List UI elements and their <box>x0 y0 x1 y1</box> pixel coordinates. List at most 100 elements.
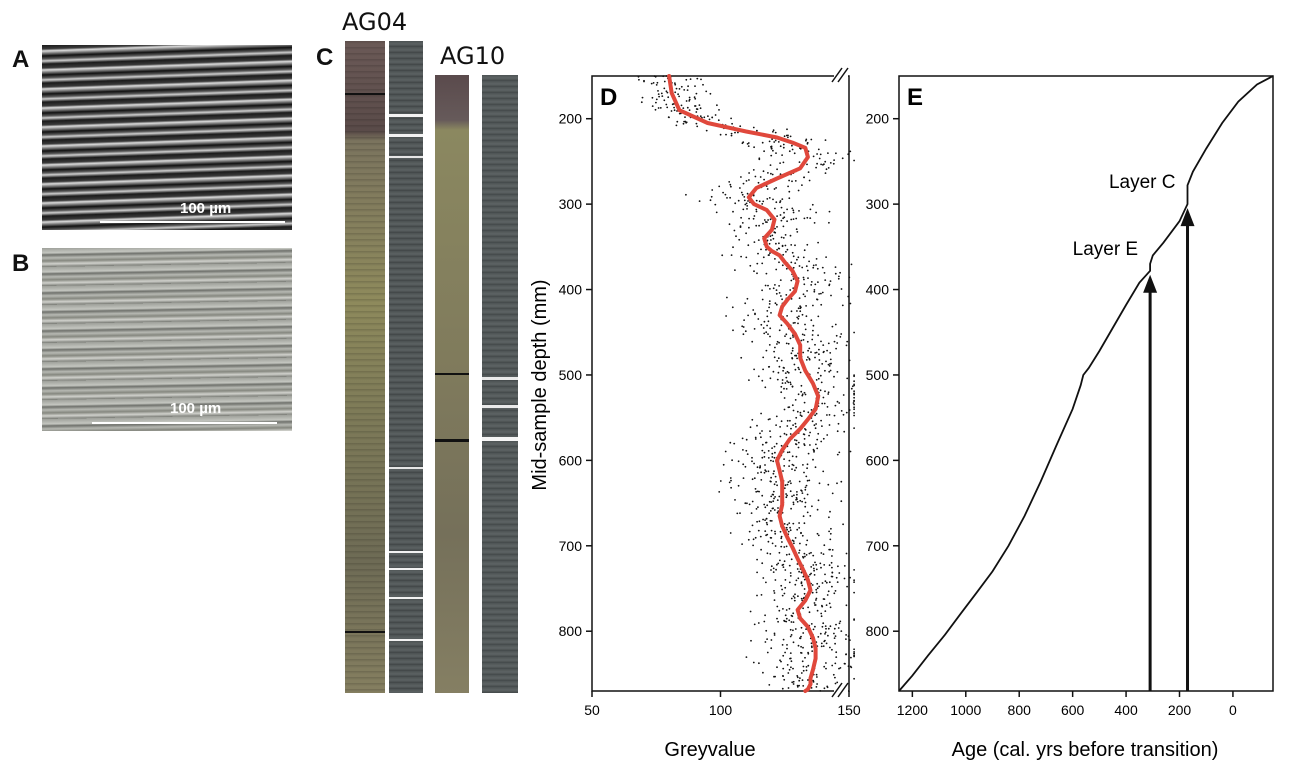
scatter-point <box>813 574 816 576</box>
scatter-point <box>739 187 741 189</box>
scatter-point <box>845 653 847 656</box>
scatter-point <box>772 507 774 510</box>
scatter-point <box>794 354 796 357</box>
scatter-point <box>756 490 759 493</box>
scatter-point <box>770 147 773 150</box>
scatter-point <box>778 329 781 332</box>
scatter-point <box>768 140 771 143</box>
scatter-point <box>820 552 823 554</box>
scatter-point <box>829 162 832 164</box>
scatter-point <box>825 581 828 584</box>
scatter-point <box>796 410 799 413</box>
scatter-point <box>724 193 727 196</box>
scatter-point <box>812 264 815 267</box>
scatter-point <box>793 599 796 602</box>
scatter-point <box>817 315 820 318</box>
scatter-point <box>810 409 813 411</box>
scatter-point <box>807 606 809 609</box>
scatter-point <box>834 635 837 637</box>
scatter-point <box>796 493 798 496</box>
scatter-point <box>819 153 822 156</box>
scatter-point <box>638 78 640 81</box>
scatter-point <box>806 463 809 466</box>
scatter-point <box>784 335 786 337</box>
scatter-point <box>799 310 802 313</box>
scatter-point <box>774 139 777 142</box>
scatter-point <box>831 566 833 569</box>
scatter-point <box>828 365 831 367</box>
scatter-point <box>829 606 832 609</box>
scatter-point <box>772 370 775 373</box>
scatter-point <box>835 656 838 658</box>
scatter-point <box>762 368 764 371</box>
scatter-point <box>830 527 832 530</box>
scatter-point <box>819 562 822 565</box>
scatter-point <box>774 530 776 533</box>
scatter-point <box>814 427 817 430</box>
scatter-point <box>770 154 773 157</box>
scatter-point <box>791 463 794 466</box>
scatter-point <box>792 522 795 525</box>
scatter-point <box>757 375 760 378</box>
scatter-point <box>809 515 812 517</box>
scatter-point <box>840 288 843 290</box>
scatter-point <box>824 625 827 627</box>
scatter-point <box>781 541 783 543</box>
scatter-point <box>812 266 815 269</box>
scatter-point <box>814 561 816 564</box>
scatter-point <box>740 191 743 194</box>
scatter-point <box>711 189 714 191</box>
scatter-point <box>767 284 769 287</box>
scatter-point <box>782 654 785 657</box>
scatter-point <box>806 216 809 219</box>
scatter-point <box>828 548 831 551</box>
scatter-point <box>831 648 833 651</box>
scatter-point <box>797 441 800 444</box>
scatter-point <box>810 284 813 286</box>
scatter-point <box>782 675 784 677</box>
scatter-point <box>752 544 754 547</box>
scatter-point <box>705 90 708 93</box>
scatter-point <box>797 307 800 310</box>
scatter-point <box>772 198 774 201</box>
scatter-point <box>766 533 769 536</box>
scatter-point <box>799 307 802 310</box>
scatter-point <box>722 463 725 466</box>
scatter-point <box>813 451 815 453</box>
scatter-point <box>824 172 827 175</box>
scatter-point <box>829 625 832 628</box>
scatter-point <box>815 423 817 425</box>
scatter-point <box>774 131 777 134</box>
scatter-point <box>724 450 727 453</box>
scatter-point <box>802 433 805 435</box>
scatter-point <box>815 588 818 591</box>
scatter-point <box>756 558 758 561</box>
scatter-point <box>804 505 807 508</box>
scatter-point <box>853 427 855 429</box>
scatter-point <box>808 552 811 555</box>
scatter-point <box>765 517 768 520</box>
scatter-point <box>715 211 718 214</box>
scatter-point <box>814 352 817 354</box>
scatter-point <box>699 107 702 110</box>
scatter-point <box>792 667 794 670</box>
scatter-point <box>773 599 776 601</box>
scatter-point <box>822 622 825 625</box>
scatter-point <box>770 146 772 148</box>
scatter-point <box>785 388 788 390</box>
scatter-point <box>817 387 819 390</box>
scatter-point <box>769 252 771 255</box>
scatter-point <box>688 96 691 99</box>
scatter-point <box>825 256 827 258</box>
scatter-point <box>838 402 841 404</box>
scatter-point <box>757 506 759 508</box>
scatter-point <box>750 512 753 514</box>
scatter-point <box>766 651 769 654</box>
scatter-point <box>731 122 733 125</box>
scatter-point <box>758 224 760 227</box>
scatter-point <box>761 289 763 292</box>
scatter-point <box>736 512 739 515</box>
scatter-point <box>754 536 757 539</box>
scatter-point <box>792 629 794 632</box>
scatter-point <box>749 426 752 429</box>
